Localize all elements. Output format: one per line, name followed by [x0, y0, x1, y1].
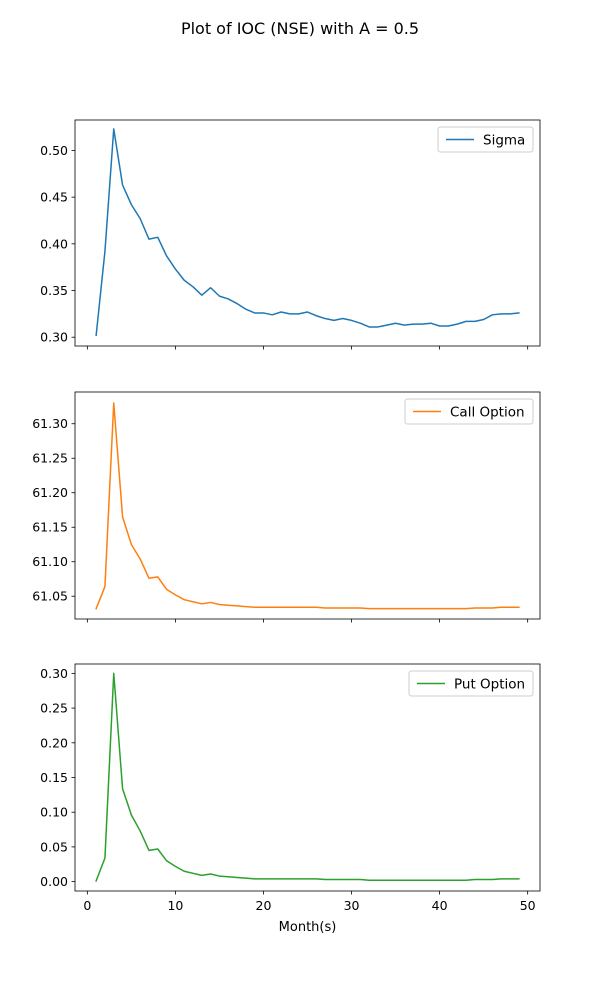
- x-tick-label: 40: [432, 898, 448, 913]
- x-tick-label: 50: [520, 898, 536, 913]
- y-tick-label: 0.45: [40, 190, 68, 205]
- y-tick-label: 0.30: [40, 666, 68, 681]
- axes-frame: [74, 391, 541, 620]
- x-tick-label: 10: [167, 898, 183, 913]
- x-tick-label: 0: [83, 898, 91, 913]
- y-tick-label: 61.25: [32, 451, 68, 466]
- axes-frame: [74, 663, 541, 892]
- y-tick-label: 0.20: [40, 735, 68, 750]
- legend-label: Call Option: [450, 405, 525, 421]
- series-line-1: [95, 128, 520, 337]
- x-tick-label: 30: [344, 898, 360, 913]
- series-line-3: [95, 672, 520, 882]
- y-tick-label: 61.15: [32, 520, 68, 535]
- y-tick-label: 61.05: [32, 589, 68, 604]
- y-tick-label: 0.40: [40, 236, 68, 251]
- y-tick-label: 0.50: [40, 143, 68, 158]
- subplots: 0.30 0.35 0.40 0.45 0.50 Sigma 61.05 61.10 61.15…: [32, 119, 541, 913]
- y-tick-label: 0.05: [40, 839, 68, 854]
- legend-label: Sigma: [483, 133, 525, 149]
- y-tick-label: 0.30: [40, 330, 68, 345]
- legend: Call Option: [404, 398, 534, 425]
- y-tick-label: 0.00: [40, 874, 68, 889]
- legend: Sigma: [437, 126, 534, 153]
- subplot-2: 61.05 61.10 61.15 61.20 61.25 61.30 Call Optio…: [32, 391, 541, 623]
- legend-label: Put Option: [454, 677, 525, 693]
- subplot-1: 0.30 0.35 0.40 0.45 0.50 Sigma: [40, 119, 541, 350]
- y-tick-label: 0.25: [40, 701, 68, 716]
- subplot-3: 0.00 0.05 0.10 0.15 0.20 0.25 0.30 0 10 20 30 40 50 P…: [40, 663, 541, 913]
- y-tick-label: 0.10: [40, 805, 68, 820]
- y-tick-label: 61.30: [32, 416, 68, 431]
- series-line-2: [95, 402, 520, 610]
- x-axis-label: Month(s): [279, 920, 337, 935]
- y-tick-label: 0.35: [40, 283, 68, 298]
- y-tick-label: 61.10: [32, 554, 68, 569]
- legend: Put Option: [408, 670, 534, 697]
- legend-box: [408, 670, 534, 697]
- y-tick-label: 61.20: [32, 485, 68, 500]
- figure-title: Plot of IOC (NSE) with A = 0.5: [181, 19, 419, 38]
- axes-frame: [74, 119, 541, 347]
- legend-box: [404, 398, 534, 425]
- legend-box: [437, 126, 534, 153]
- y-tick-label: 0.15: [40, 770, 68, 785]
- x-tick-label: 20: [256, 898, 272, 913]
